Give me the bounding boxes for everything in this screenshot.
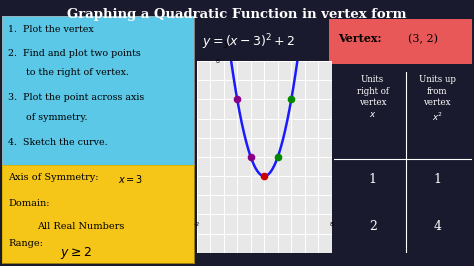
Text: Units up
from
vertex
$x^2$: Units up from vertex $x^2$ — [419, 76, 456, 123]
Text: to the right of vertex.: to the right of vertex. — [8, 68, 129, 77]
Text: of symmetry.: of symmetry. — [8, 113, 88, 122]
Text: 8: 8 — [216, 59, 219, 64]
Text: x: x — [340, 208, 345, 217]
Text: 3.  Plot the point across axis: 3. Plot the point across axis — [8, 93, 145, 102]
Text: $y = (x-3)^2+2$: $y = (x-3)^2+2$ — [202, 32, 296, 52]
Text: y: y — [223, 39, 228, 48]
Text: $^{-2}_{\ 2}$: $^{-2}_{\ 2}$ — [191, 264, 200, 266]
Text: Graphing a Quadratic Function in vertex form: Graphing a Quadratic Function in vertex … — [67, 8, 407, 21]
Text: 1: 1 — [369, 173, 377, 186]
Text: Range:: Range: — [8, 239, 43, 248]
Text: Vertex:: Vertex: — [338, 34, 382, 44]
Text: 1.  Plot the vertex: 1. Plot the vertex — [8, 25, 94, 34]
Text: Units
right of
vertex
$x$: Units right of vertex $x$ — [356, 76, 389, 119]
Text: All Real Numbers: All Real Numbers — [37, 222, 124, 231]
Text: 8: 8 — [330, 222, 334, 227]
Text: Domain:: Domain: — [8, 200, 50, 208]
Text: Axis of Symmetry:: Axis of Symmetry: — [8, 173, 102, 182]
Text: (3, 2): (3, 2) — [408, 34, 438, 44]
Text: 4.  Sketch the curve.: 4. Sketch the curve. — [8, 138, 108, 147]
Text: $y \geq 2$: $y \geq 2$ — [60, 245, 91, 261]
Text: 1: 1 — [433, 173, 441, 186]
Text: 2: 2 — [369, 220, 377, 233]
Text: 4: 4 — [433, 220, 441, 233]
Text: 2.  Find and plot two points: 2. Find and plot two points — [8, 49, 141, 58]
Text: $x = 3$: $x = 3$ — [118, 173, 143, 185]
Text: -2: -2 — [193, 222, 200, 227]
